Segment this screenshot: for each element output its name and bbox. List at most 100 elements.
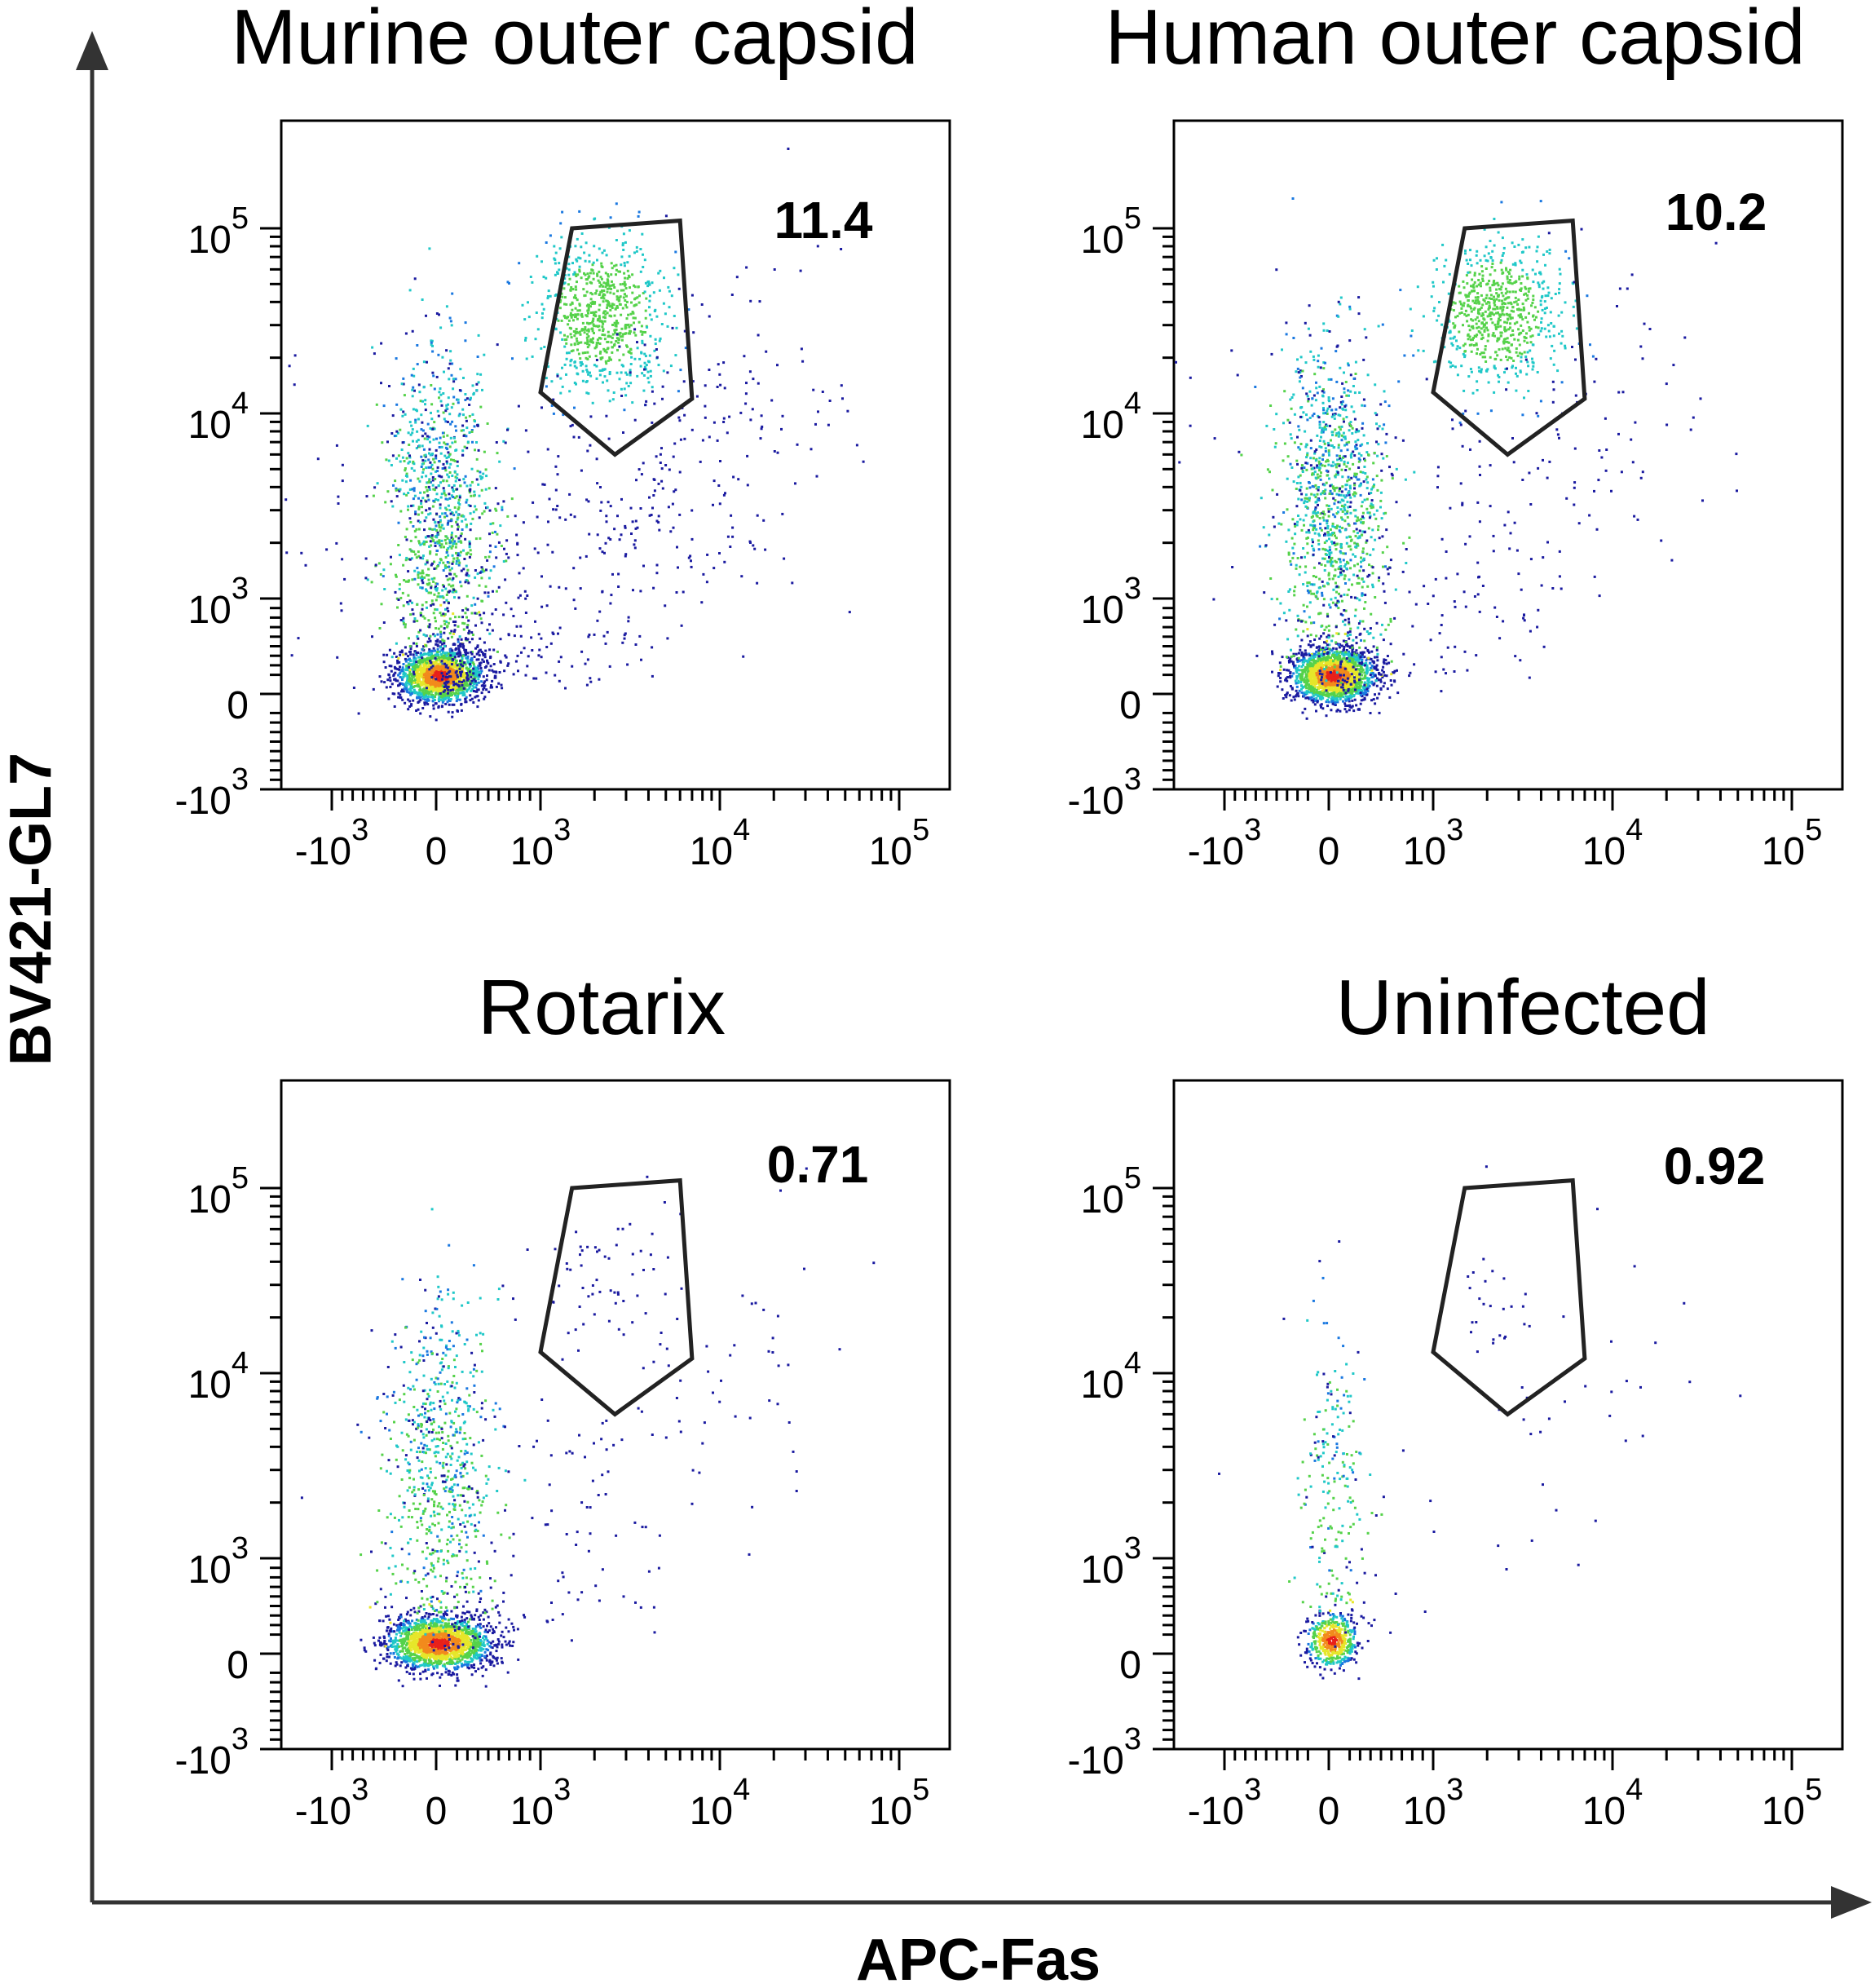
event-dot bbox=[459, 368, 462, 371]
event-dot bbox=[460, 638, 463, 641]
event-dot bbox=[612, 391, 615, 394]
event-dot bbox=[414, 421, 417, 424]
event-dot bbox=[459, 673, 462, 676]
event-dot bbox=[563, 296, 567, 299]
event-dot bbox=[459, 645, 462, 648]
event-dot bbox=[467, 678, 470, 681]
event-dot bbox=[456, 473, 459, 476]
event-dot bbox=[479, 637, 482, 640]
event-dot bbox=[417, 673, 421, 675]
event-dot bbox=[645, 368, 647, 371]
event-dot bbox=[592, 272, 595, 275]
event-dot bbox=[436, 651, 439, 653]
event-dot bbox=[456, 460, 459, 463]
event-dot bbox=[425, 509, 428, 512]
event-dot bbox=[443, 645, 446, 648]
event-dot bbox=[447, 688, 450, 691]
event-dot bbox=[483, 696, 487, 699]
event-dot bbox=[580, 469, 583, 472]
event-dot bbox=[652, 291, 655, 294]
event-dot bbox=[430, 544, 433, 547]
event-dot bbox=[602, 322, 605, 325]
event-dot bbox=[431, 655, 435, 657]
event-dot bbox=[589, 322, 592, 325]
event-dot bbox=[512, 615, 515, 617]
event-dot bbox=[717, 363, 720, 366]
event-dot bbox=[446, 473, 449, 476]
event-dot bbox=[618, 378, 621, 381]
event-dot bbox=[1325, 714, 1328, 718]
event-dot bbox=[423, 491, 426, 494]
event-dot bbox=[1294, 664, 1297, 667]
event-dot bbox=[585, 333, 589, 336]
event-dot bbox=[404, 536, 407, 538]
event-dot bbox=[454, 425, 457, 428]
event-dot bbox=[434, 688, 437, 691]
event-dot bbox=[425, 683, 427, 687]
event-dot bbox=[627, 323, 630, 326]
event-dot bbox=[405, 681, 408, 684]
event-dot bbox=[672, 455, 675, 458]
event-dot bbox=[602, 285, 604, 288]
event-dot bbox=[445, 305, 448, 308]
event-dot bbox=[491, 612, 494, 616]
event-dot bbox=[435, 608, 439, 612]
event-dot bbox=[595, 346, 598, 349]
event-dot bbox=[439, 496, 443, 499]
event-dot bbox=[841, 397, 844, 400]
event-dot bbox=[607, 347, 610, 350]
event-dot bbox=[1350, 706, 1353, 709]
event-dot bbox=[402, 604, 405, 607]
event-dot bbox=[405, 457, 408, 460]
event-dot bbox=[595, 364, 598, 368]
event-dot bbox=[488, 555, 491, 559]
event-dot bbox=[420, 654, 423, 656]
event-dot bbox=[563, 277, 567, 281]
event-dot bbox=[380, 342, 383, 345]
event-dot bbox=[581, 321, 585, 325]
event-dot bbox=[445, 620, 448, 623]
event-dot bbox=[464, 612, 467, 615]
event-dot bbox=[421, 475, 424, 479]
event-dot bbox=[406, 601, 409, 603]
event-dot bbox=[466, 656, 470, 660]
event-dot bbox=[465, 689, 469, 692]
event-dot bbox=[439, 529, 442, 532]
event-dot bbox=[459, 671, 461, 674]
event-dot bbox=[586, 370, 589, 373]
event-dot bbox=[643, 368, 646, 371]
event-dot bbox=[517, 669, 519, 673]
event-dot bbox=[419, 629, 422, 632]
event-dot bbox=[401, 414, 404, 417]
event-dot bbox=[452, 632, 455, 635]
event-dot bbox=[435, 470, 437, 473]
event-dot bbox=[410, 678, 413, 681]
event-dot bbox=[602, 328, 605, 331]
event-dot bbox=[438, 526, 441, 528]
event-dot bbox=[405, 538, 408, 541]
event-dot bbox=[442, 435, 445, 438]
event-dot bbox=[607, 275, 610, 278]
event-dot bbox=[439, 436, 442, 440]
event-dot bbox=[633, 321, 635, 325]
event-dot bbox=[561, 210, 564, 214]
event-dot bbox=[442, 690, 445, 693]
event-dot bbox=[417, 685, 420, 688]
event-dot bbox=[637, 214, 640, 218]
event-dot bbox=[421, 444, 424, 448]
event-dot bbox=[432, 518, 435, 521]
event-dot bbox=[452, 669, 456, 672]
event-dot bbox=[615, 239, 618, 241]
event-dot bbox=[456, 674, 459, 677]
event-dot bbox=[570, 350, 573, 353]
event-dot bbox=[577, 435, 580, 439]
event-dot bbox=[489, 656, 492, 660]
event-dot bbox=[431, 427, 435, 431]
event-dot bbox=[427, 652, 430, 655]
panel-murine-outer-capsid: Murine outer capsid -103 0 103 104 105 10510… bbox=[174, 0, 951, 873]
event-dot bbox=[589, 444, 592, 447]
event-dot bbox=[633, 418, 637, 422]
event-dot bbox=[403, 394, 406, 397]
event-dot bbox=[540, 260, 543, 263]
event-dot bbox=[422, 673, 426, 676]
